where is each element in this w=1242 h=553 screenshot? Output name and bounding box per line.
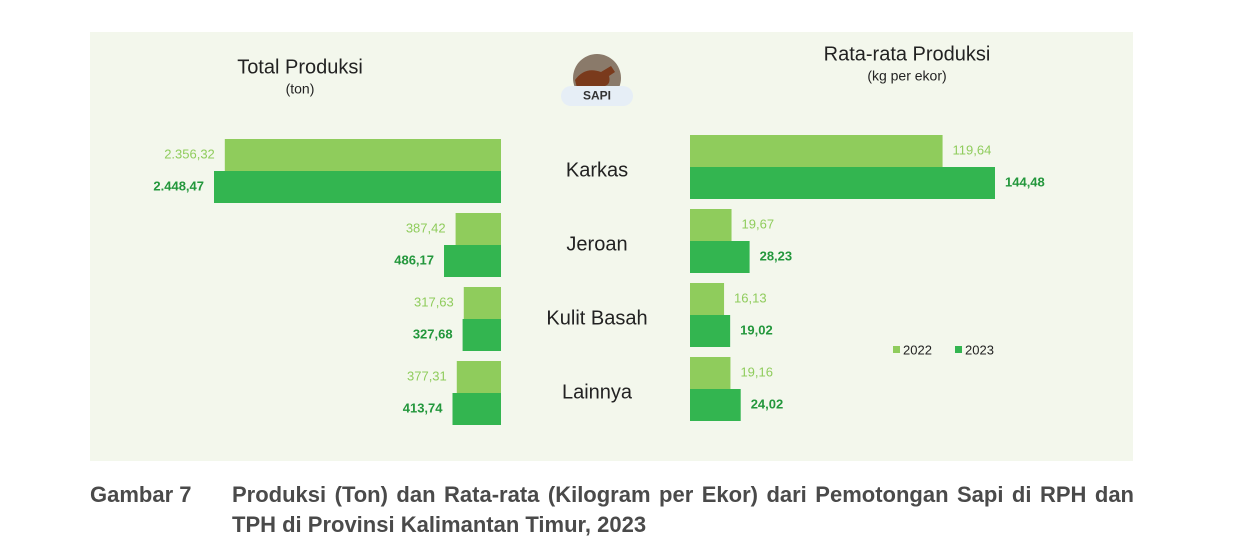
bar: [690, 357, 731, 389]
bar: [690, 283, 725, 315]
bar: [214, 171, 501, 203]
legend-label: 2023: [965, 342, 994, 357]
value-label: 28,23: [760, 248, 793, 263]
value-label: 16,13: [734, 290, 767, 305]
bar: [224, 139, 501, 171]
caption: Gambar 7 Produksi (Ton) dan Rata-rata (K…: [90, 480, 1134, 540]
category-label: Lainnya: [562, 381, 633, 403]
bar: [690, 209, 732, 241]
bar: [690, 167, 995, 199]
category-label: Jeroan: [566, 233, 627, 255]
value-label: 144,48: [1005, 174, 1045, 189]
value-label: 377,31: [407, 368, 447, 383]
bar: [456, 361, 501, 393]
cow-icon: [575, 66, 615, 88]
caption-text: Produksi (Ton) dan Rata-rata (Kilogram p…: [232, 482, 1134, 537]
value-label: 2.448,47: [153, 178, 204, 193]
bar: [690, 241, 750, 273]
chart-title: Total Produksi: [237, 56, 363, 78]
chart-title: Rata-rata Produksi: [824, 43, 991, 65]
bar: [462, 319, 501, 351]
value-label: 19,16: [740, 364, 773, 379]
chart-subtitle: (ton): [286, 81, 315, 97]
bar: [463, 287, 501, 319]
value-label: 486,17: [394, 252, 434, 267]
bar: [444, 245, 501, 277]
chart: SAPI Total Produksi (ton) Rata-rata Prod…: [90, 32, 1133, 461]
value-label: 24,02: [751, 396, 784, 411]
category-label: Karkas: [566, 159, 628, 181]
bar: [690, 315, 731, 347]
value-label: 2.356,32: [164, 146, 215, 161]
bar: [690, 389, 741, 421]
value-label: 387,42: [406, 220, 446, 235]
chart-subtitle: (kg per ekor): [867, 68, 946, 84]
value-label: 19,67: [742, 216, 775, 231]
value-label: 327,68: [413, 326, 453, 341]
bar: [452, 393, 501, 425]
legend-label: 2022: [903, 342, 932, 357]
bar: [690, 135, 943, 167]
value-label: 119,64: [953, 142, 992, 157]
value-label: 19,02: [740, 322, 773, 337]
legend-swatch: [893, 346, 900, 353]
bar: [455, 213, 501, 245]
badge-label: SAPI: [583, 89, 611, 103]
caption-label: Gambar 7: [90, 482, 192, 507]
category-label: Kulit Basah: [546, 307, 647, 329]
legend-swatch: [955, 346, 962, 353]
value-label: 413,74: [403, 400, 444, 415]
badge-pill: [561, 86, 633, 106]
value-label: 317,63: [414, 294, 454, 309]
